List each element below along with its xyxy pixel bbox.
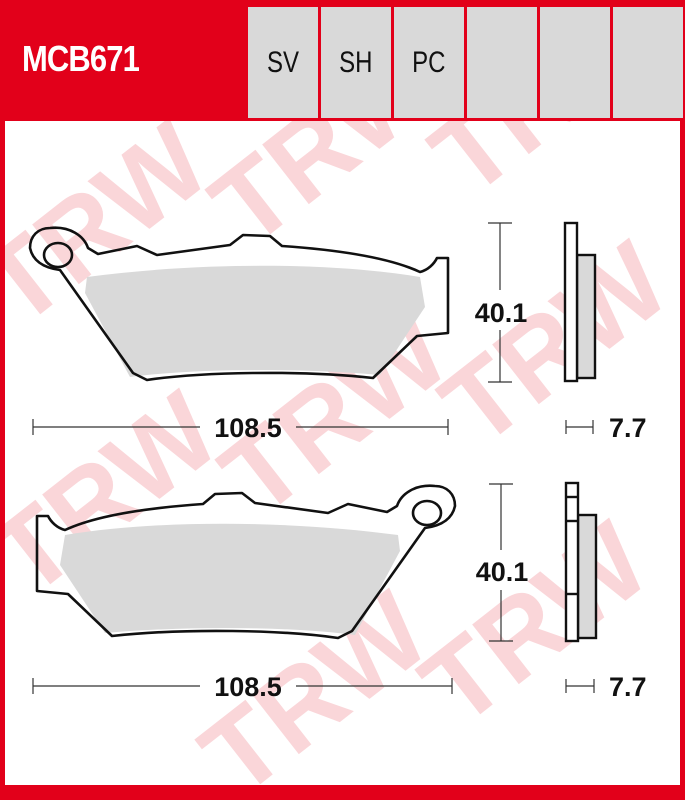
svg-text:TRW: TRW bbox=[189, 19, 461, 269]
pad-top-thickness-dimension bbox=[565, 420, 594, 434]
pad-top-height-dimension bbox=[488, 222, 512, 383]
compound-cell bbox=[540, 7, 610, 118]
height-label: 40.1 bbox=[475, 298, 528, 328]
part-number: MCB671 bbox=[22, 38, 140, 79]
thickness-label: 7.7 bbox=[609, 413, 647, 443]
compound-cells: SV SH PC bbox=[248, 7, 683, 118]
svg-text:TRW: TRW bbox=[409, 0, 681, 219]
compound-cell bbox=[613, 7, 683, 118]
compound-cell: SV bbox=[248, 7, 318, 118]
pad-bottom-thickness-dimension bbox=[565, 679, 595, 693]
pad-bottom-side-view bbox=[564, 481, 598, 643]
width-label: 108.5 bbox=[214, 672, 282, 702]
compound-cell: PC bbox=[394, 7, 464, 118]
compound-cell: SH bbox=[321, 7, 391, 118]
width-label: 108.5 bbox=[214, 413, 282, 443]
svg-text:TRW: TRW bbox=[399, 499, 671, 749]
height-label: 40.1 bbox=[476, 557, 529, 587]
pad-top-front-view bbox=[28, 226, 450, 382]
pad-top-width-dimension bbox=[32, 419, 449, 435]
pad-bottom-height-dimension bbox=[489, 483, 513, 642]
pad-top-side-view bbox=[563, 221, 597, 383]
pad-bottom-width-dimension bbox=[32, 678, 453, 694]
compound-cell bbox=[467, 7, 537, 118]
thickness-label: 7.7 bbox=[609, 672, 647, 702]
